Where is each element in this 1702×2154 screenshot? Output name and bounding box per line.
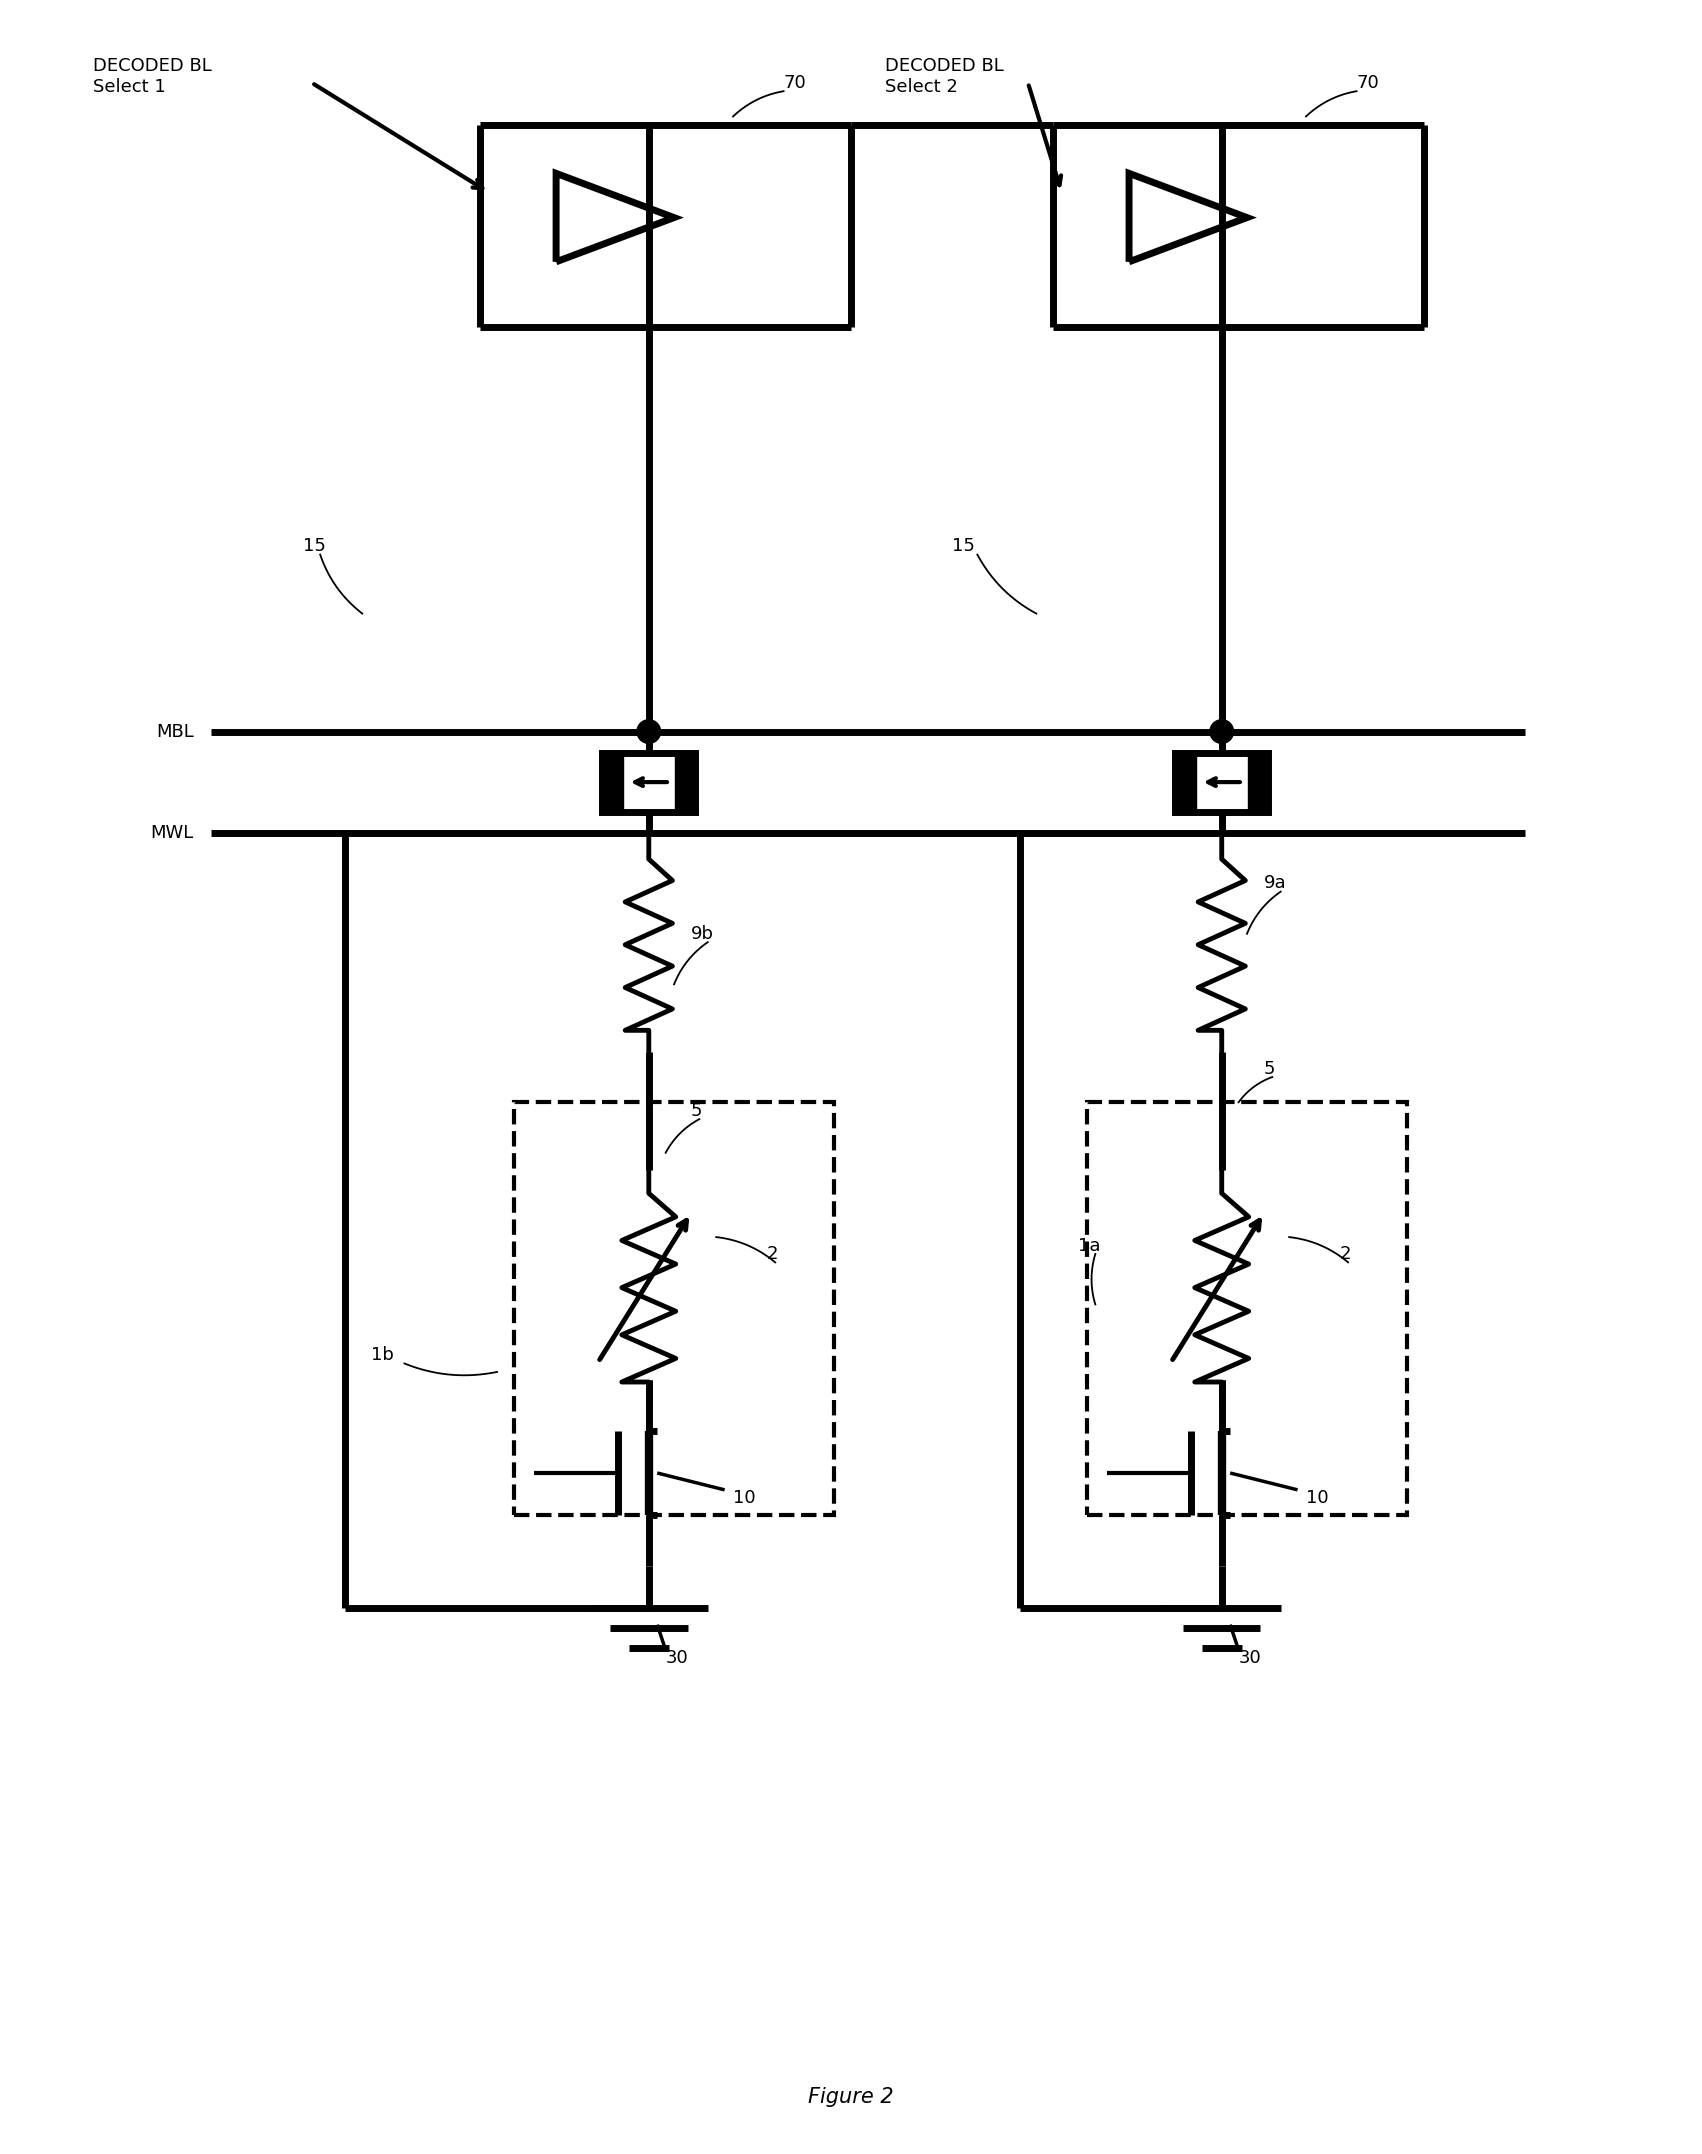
- Text: 1a: 1a: [1079, 1236, 1101, 1254]
- Text: DECODED BL
Select 2: DECODED BL Select 2: [885, 58, 1004, 97]
- Text: 10: 10: [1305, 1488, 1329, 1508]
- Text: 9a: 9a: [1265, 875, 1287, 892]
- Text: 1b: 1b: [371, 1346, 393, 1363]
- Text: 10: 10: [734, 1488, 756, 1508]
- Text: 30: 30: [665, 1650, 688, 1667]
- Bar: [603, 752, 694, 812]
- Text: MBL: MBL: [157, 722, 194, 741]
- Text: 5: 5: [691, 1101, 703, 1120]
- Circle shape: [1210, 719, 1234, 743]
- Text: 5: 5: [1265, 1060, 1275, 1077]
- Polygon shape: [1176, 752, 1195, 812]
- Circle shape: [637, 719, 660, 743]
- Text: 30: 30: [1239, 1650, 1261, 1667]
- Text: 2: 2: [766, 1245, 778, 1262]
- Text: DECODED BL
Select 1: DECODED BL Select 1: [92, 58, 211, 97]
- Text: 15: 15: [303, 536, 327, 556]
- Text: 70: 70: [783, 73, 807, 93]
- Bar: [1088, 1103, 1408, 1514]
- Text: Figure 2: Figure 2: [808, 2087, 894, 2107]
- Polygon shape: [676, 752, 694, 812]
- Polygon shape: [1248, 752, 1268, 812]
- Polygon shape: [603, 752, 623, 812]
- Bar: [1176, 752, 1268, 812]
- Text: 2: 2: [1339, 1245, 1351, 1262]
- Bar: [514, 1103, 834, 1514]
- Text: 70: 70: [1356, 73, 1379, 93]
- Text: 15: 15: [951, 536, 975, 556]
- Text: 9b: 9b: [691, 924, 713, 943]
- Text: MWL: MWL: [150, 823, 194, 842]
